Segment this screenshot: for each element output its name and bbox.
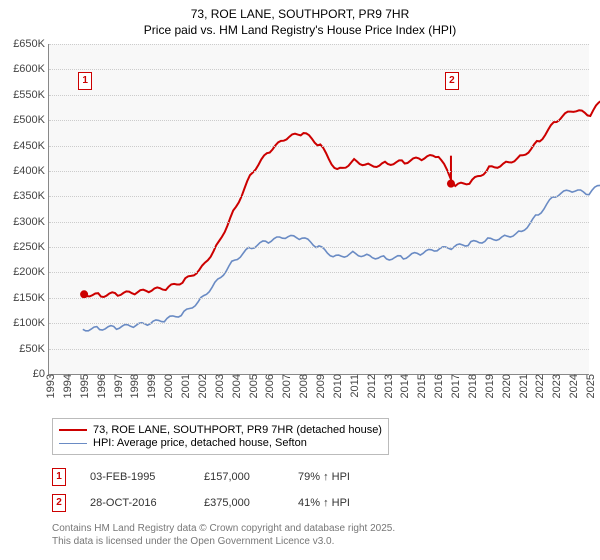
legend-swatch bbox=[59, 429, 87, 431]
legend-row: 73, ROE LANE, SOUTHPORT, PR9 7HR (detach… bbox=[59, 424, 382, 436]
y-axis-label: £500K bbox=[13, 114, 49, 126]
gridline bbox=[49, 120, 589, 121]
legend: 73, ROE LANE, SOUTHPORT, PR9 7HR (detach… bbox=[52, 418, 389, 455]
y-axis-label: £350K bbox=[13, 190, 49, 202]
legend-label: HPI: Average price, detached house, Seft… bbox=[93, 437, 307, 449]
y-axis-label: £450K bbox=[13, 140, 49, 152]
plot-svg bbox=[49, 44, 589, 374]
gridline bbox=[49, 44, 589, 45]
y-axis-label: £50K bbox=[19, 343, 49, 355]
callout-pct: 41% ↑ HPI bbox=[298, 497, 350, 509]
gridline bbox=[49, 323, 589, 324]
gridline bbox=[49, 222, 589, 223]
callout-pct: 79% ↑ HPI bbox=[298, 471, 350, 483]
series-subject bbox=[84, 92, 600, 297]
callout-price: £375,000 bbox=[204, 497, 274, 509]
gridline bbox=[49, 272, 589, 273]
callout-marker: 1 bbox=[52, 468, 66, 486]
y-axis-label: £200K bbox=[13, 266, 49, 278]
chart-marker: 2 bbox=[445, 72, 459, 90]
legend-row: HPI: Average price, detached house, Seft… bbox=[59, 437, 382, 449]
gridline bbox=[49, 69, 589, 70]
title-address: 73, ROE LANE, SOUTHPORT, PR9 7HR bbox=[0, 6, 600, 22]
legend-label: 73, ROE LANE, SOUTHPORT, PR9 7HR (detach… bbox=[93, 424, 382, 436]
legend-swatch bbox=[59, 443, 87, 444]
callout-price: £157,000 bbox=[204, 471, 274, 483]
gridline bbox=[49, 298, 589, 299]
chart-container: 73, ROE LANE, SOUTHPORT, PR9 7HR Price p… bbox=[0, 0, 600, 560]
footer-line2: This data is licensed under the Open Gov… bbox=[52, 535, 395, 548]
gridline bbox=[49, 146, 589, 147]
callout-row: 1 03-FEB-1995 £157,000 79% ↑ HPI bbox=[52, 468, 350, 486]
series-hpi bbox=[83, 180, 600, 331]
callout-date: 03-FEB-1995 bbox=[90, 471, 180, 483]
gridline bbox=[49, 196, 589, 197]
gridline bbox=[49, 349, 589, 350]
y-axis-label: £400K bbox=[13, 165, 49, 177]
footer: Contains HM Land Registry data © Crown c… bbox=[52, 522, 395, 548]
y-axis-label: £150K bbox=[13, 292, 49, 304]
y-axis-label: £600K bbox=[13, 63, 49, 75]
callout-marker: 2 bbox=[52, 494, 66, 512]
gridline bbox=[49, 171, 589, 172]
chart-marker: 1 bbox=[78, 72, 92, 90]
gridline bbox=[49, 95, 589, 96]
callout-row: 2 28-OCT-2016 £375,000 41% ↑ HPI bbox=[52, 494, 350, 512]
callout-date: 28-OCT-2016 bbox=[90, 497, 180, 509]
y-axis-label: £650K bbox=[13, 38, 49, 50]
title-block: 73, ROE LANE, SOUTHPORT, PR9 7HR Price p… bbox=[0, 0, 600, 38]
title-subtitle: Price paid vs. HM Land Registry's House … bbox=[0, 22, 600, 38]
y-axis-label: £100K bbox=[13, 317, 49, 329]
y-axis-label: £300K bbox=[13, 216, 49, 228]
gridline bbox=[49, 247, 589, 248]
footer-line1: Contains HM Land Registry data © Crown c… bbox=[52, 522, 395, 535]
jump-dot bbox=[447, 180, 455, 188]
y-axis-label: £250K bbox=[13, 241, 49, 253]
y-axis-label: £550K bbox=[13, 89, 49, 101]
chart-area: £0£50K£100K£150K£200K£250K£300K£350K£400… bbox=[48, 44, 589, 375]
